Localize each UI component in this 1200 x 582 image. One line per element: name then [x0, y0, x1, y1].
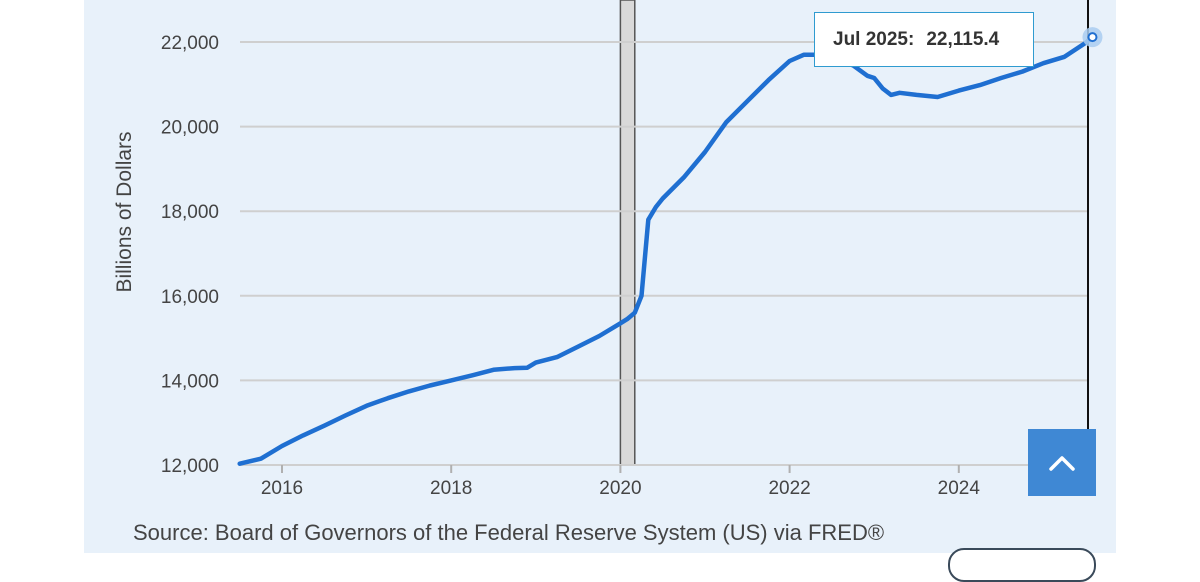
x-tick-label: 2020	[599, 478, 641, 499]
scroll-to-top-button[interactable]	[1028, 429, 1096, 496]
x-tick-labels: 2016 2018 2020 2022 2024	[261, 465, 981, 499]
x-tick-label: 2024	[938, 478, 981, 499]
x-tick-label: 2022	[768, 478, 810, 499]
x-tick-label: 2018	[430, 478, 472, 499]
recession-layer	[619, 0, 636, 466]
x-tick-label: 2016	[261, 478, 303, 499]
y-tick-label: 22,000	[161, 33, 219, 54]
y-axis-title: Billions of Dollars	[113, 131, 136, 292]
y-tick-label: 18,000	[161, 202, 219, 223]
y-tick-label: 16,000	[161, 287, 219, 308]
recession-band	[619, 0, 636, 466]
series-line	[237, 34, 1095, 466]
chevron-up-icon	[1049, 455, 1075, 471]
source-caption: Source: Board of Governors of the Federa…	[133, 520, 885, 545]
axis-layer	[240, 0, 1089, 466]
y-tick-labels: 12,000 14,000 16,000 18,000 20,000 22,000	[161, 33, 219, 477]
marker-layer	[1082, 27, 1103, 48]
y-tick-label: 14,000	[161, 371, 219, 392]
y-tick-label: 12,000	[161, 456, 219, 477]
bottom-button[interactable]	[948, 548, 1096, 582]
hover-tooltip: Jul 2025: 22,115.4	[814, 12, 1034, 67]
grid-layer	[240, 41, 1088, 466]
series-layer	[237, 34, 1095, 466]
y-tick-label: 20,000	[161, 118, 219, 139]
tooltip-date: Jul 2025:	[833, 28, 915, 50]
hover-point	[1087, 32, 1098, 43]
line-chart: 12,000 14,000 16,000 18,000 20,000 22,000 201…	[113, 0, 1103, 499]
tooltip-value: 22,115.4	[926, 28, 1000, 50]
